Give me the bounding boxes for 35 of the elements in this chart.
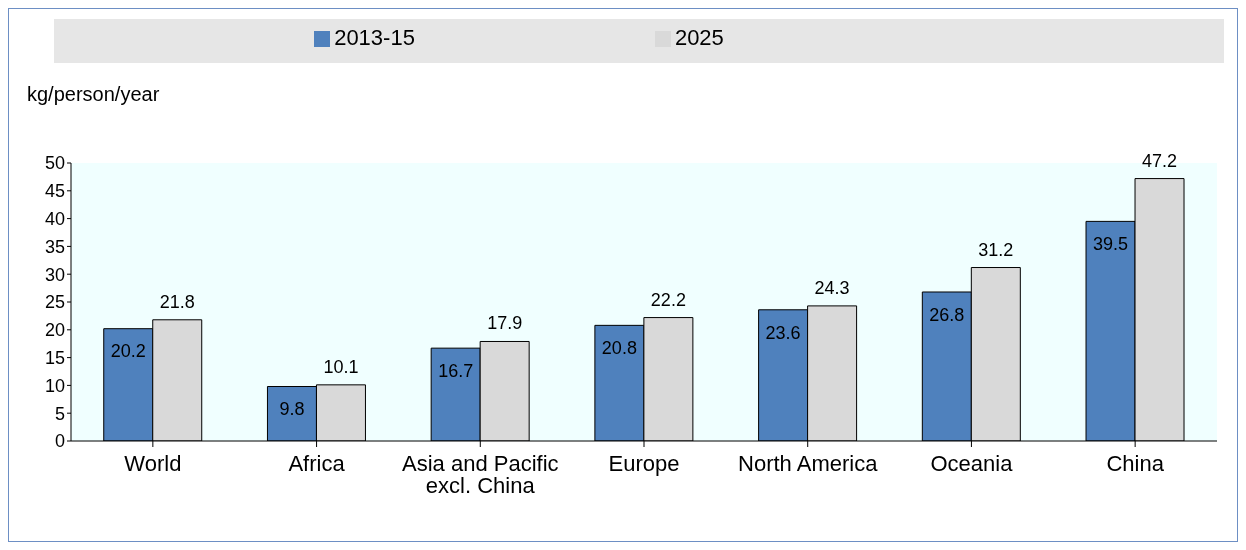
legend-label: 2013-15 bbox=[334, 25, 415, 50]
y-tick-label: 10 bbox=[44, 375, 65, 396]
data-label: 16.7 bbox=[438, 360, 474, 381]
x-tick-label: World bbox=[124, 450, 182, 476]
x-tick-label: Europe bbox=[608, 450, 680, 476]
y-tick-label: 20 bbox=[44, 320, 65, 341]
y-tick-label: 25 bbox=[44, 292, 65, 313]
data-label: 24.3 bbox=[814, 277, 850, 298]
y-tick-label: 45 bbox=[44, 181, 65, 202]
data-label: 39.5 bbox=[1093, 234, 1129, 255]
y-tick-label: 50 bbox=[44, 153, 65, 174]
y-tick-label: 30 bbox=[44, 264, 65, 285]
data-label: 17.9 bbox=[487, 313, 523, 334]
data-label: 26.8 bbox=[929, 304, 965, 325]
x-tick-label: North America bbox=[738, 450, 879, 476]
x-tick-label: Oceania bbox=[930, 450, 1014, 476]
x-tick-label: China bbox=[1106, 450, 1165, 476]
data-label: 31.2 bbox=[978, 239, 1014, 260]
y-tick-label: 0 bbox=[54, 431, 65, 452]
data-label: 10.1 bbox=[323, 356, 359, 377]
y-tick-label: 40 bbox=[44, 208, 65, 229]
data-label: 20.2 bbox=[110, 341, 146, 362]
data-label: 22.2 bbox=[650, 289, 686, 310]
legend-label: 2025 bbox=[674, 25, 724, 50]
y-tick-label: 35 bbox=[44, 236, 65, 257]
data-label: 9.8 bbox=[279, 399, 305, 420]
x-tick-label: Asia and Pacific excl. China bbox=[402, 450, 559, 498]
data-label: 21.8 bbox=[159, 291, 195, 312]
y-tick-label: 15 bbox=[44, 347, 65, 368]
y-axis-title: kg/person/year bbox=[27, 83, 160, 106]
data-label: 20.8 bbox=[601, 338, 637, 359]
data-label: 47.2 bbox=[1142, 150, 1178, 171]
y-tick-label: 5 bbox=[54, 403, 65, 424]
data-label: 23.6 bbox=[765, 322, 801, 343]
x-tick-label: Africa bbox=[288, 450, 346, 476]
